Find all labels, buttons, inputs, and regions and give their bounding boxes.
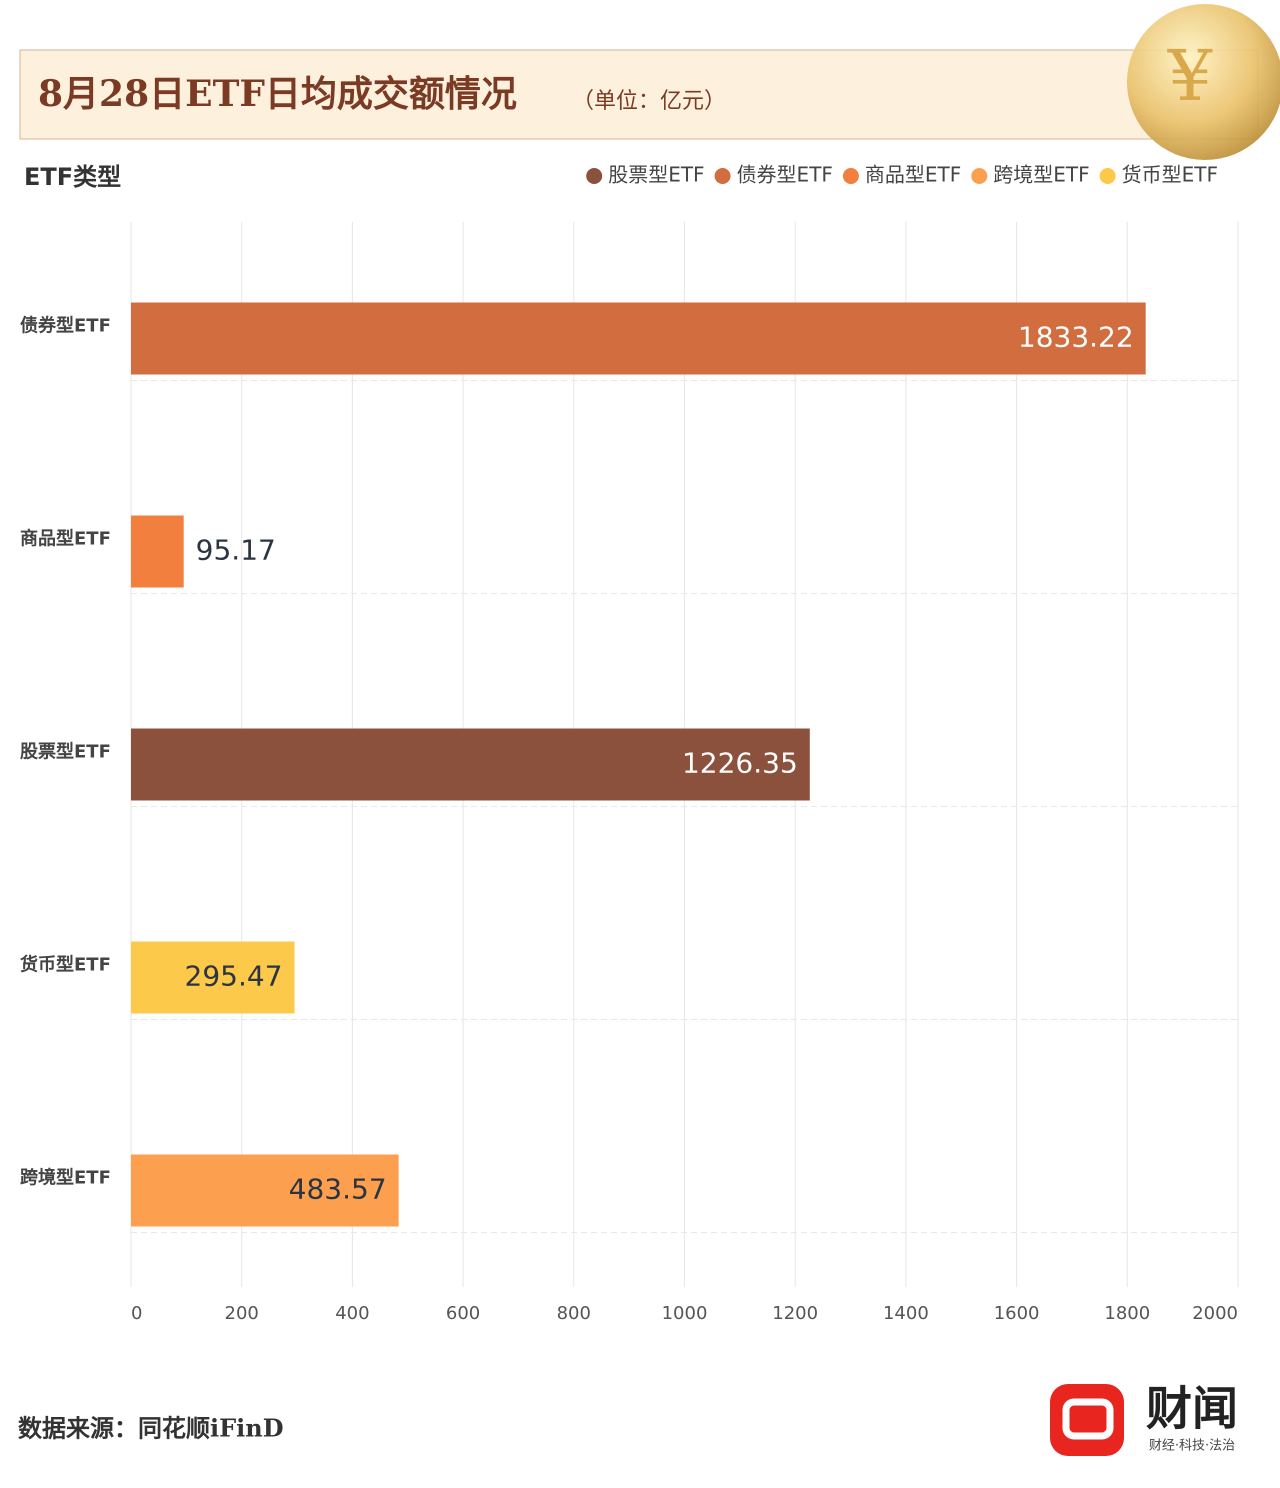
data-label: 95.17 (196, 534, 276, 567)
bar (131, 941, 295, 1014)
x-tick-label: 1600 (994, 1303, 1040, 1324)
data-label: 1833.22 (1018, 321, 1134, 354)
legend: 货币型ETF 跨境型ETF 商品型ETF 债券型ETF 股票型ETF (586, 163, 1218, 187)
x-tick-label: 2000 (1192, 1303, 1238, 1324)
chart-title: 8月28日ETF日均成交额情况 (38, 73, 517, 115)
bar (131, 302, 1146, 375)
y-tick-label: 跨境型ETF (20, 1167, 111, 1189)
legend-label: 货币型ETF (1122, 163, 1218, 187)
legend-label: 股票型ETF (608, 163, 704, 187)
y-tick-label: 货币型ETF (20, 954, 111, 976)
bar (131, 515, 184, 588)
legend-swatch (971, 168, 988, 184)
legend-label: 债券型ETF (737, 163, 833, 187)
x-tick-label: 200 (225, 1303, 259, 1324)
chart-subtitle: （单位：亿元） (572, 89, 726, 114)
y-tick-label: 商品型ETF (20, 528, 111, 550)
title-box (19, 49, 1259, 140)
y-tick-label: 债券型ETF (20, 315, 111, 337)
x-tick-label: 0 (131, 1303, 142, 1324)
x-tick-label: 1800 (1104, 1303, 1150, 1324)
x-tick-label: 1400 (883, 1303, 929, 1324)
data-label: 1226.35 (682, 747, 798, 780)
coin-icon (1127, 4, 1280, 160)
plot: 0 200 400 600 800 1000 1200 1400 1600 1800 2000 债券型… (19, 222, 1239, 1324)
legend-swatch (842, 168, 859, 184)
bar (131, 728, 810, 801)
y-axis-label: ETF类型 (24, 163, 121, 191)
data-label: 295.47 (185, 960, 283, 993)
brand-logo-mark (1062, 1398, 1114, 1440)
source: 数据来源：同花顺iFinD (18, 1414, 284, 1443)
data-label: 483.57 (289, 1173, 387, 1206)
legend-label: 跨境型ETF (993, 163, 1089, 187)
legend-swatch (714, 168, 731, 184)
coin-symbol: ¥ (1167, 35, 1213, 117)
bar (131, 1154, 399, 1227)
x-tick-label: 1000 (662, 1303, 708, 1324)
brand-name: 财闻 (1146, 1382, 1238, 1436)
brand-tagline: 财经·科技·法治 (1149, 1439, 1235, 1454)
y-tick-label: 股票型ETF (19, 741, 111, 763)
x-tick-label: 1200 (772, 1303, 818, 1324)
legend-swatch (1099, 168, 1116, 184)
x-tick-label: 400 (335, 1303, 369, 1324)
x-tick-label: 600 (446, 1303, 480, 1324)
legend-label: 商品型ETF (865, 163, 961, 187)
x-tick-label: 800 (557, 1303, 591, 1324)
legend-swatch (586, 168, 603, 184)
